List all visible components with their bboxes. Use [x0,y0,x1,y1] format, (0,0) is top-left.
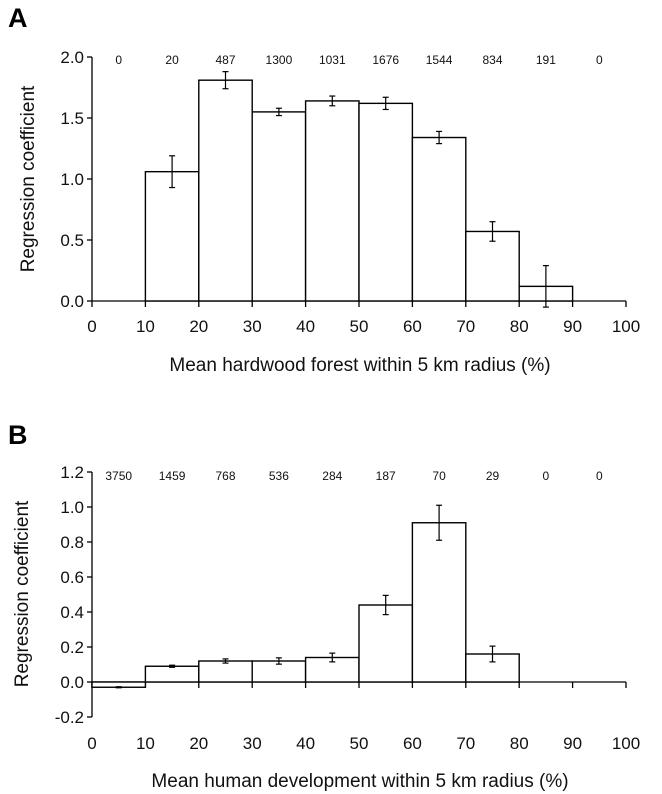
y-tick-label: 2.0 [60,48,84,67]
sample-count-label: 3750 [105,469,132,483]
x-tick-label: 80 [510,734,529,753]
y-tick-label: 1.0 [60,498,84,517]
bar [411,522,467,683]
x-tick-label: 0 [87,734,96,753]
sample-count-label: 1676 [372,53,399,67]
x-tick-label: 30 [243,317,262,336]
sample-count-label: 0 [596,469,603,483]
panel-a-x-axis-title: Mean hardwood forest within 5 km radius … [169,355,550,376]
y-tick-label: 0.5 [60,231,84,250]
panel-b-y-axis-title: Regression coefficient [12,500,33,687]
bar [465,230,520,302]
sample-count-label: 768 [215,469,235,483]
y-tick-label: 1.2 [60,463,84,482]
y-tick-label: 0.0 [60,673,84,692]
x-tick-label: 10 [136,317,155,336]
bar [465,653,520,683]
sample-count-label: 29 [486,469,500,483]
x-tick-label: 50 [350,317,369,336]
x-tick-label: 100 [612,317,640,336]
panel-a-y-axis-title: Regression coefficient [18,85,39,272]
sample-count-label: 1544 [426,53,453,67]
x-tick-label: 70 [456,734,475,753]
sample-count-label: 0 [543,469,550,483]
x-tick-label: 0 [87,317,96,336]
x-tick-label: 50 [350,734,369,753]
sample-count-label: 834 [482,53,502,67]
sample-count-label: 536 [269,469,289,483]
y-tick-label: -0.2 [55,708,84,727]
bar [411,136,467,302]
sample-count-label: 187 [376,469,396,483]
bar [358,102,414,302]
y-tick-label: 1.0 [60,170,84,189]
x-tick-label: 30 [243,734,262,753]
y-tick-label: 0.6 [60,568,84,587]
panel-a-plot-area: 0.0 0.5 1.0 1.5 2.0 0 10 20 30 40 50 60 70 80 90 100 0 20… [60,48,640,336]
bar [198,660,253,683]
x-tick-label: 90 [563,317,582,336]
sample-count-label: 487 [215,53,235,67]
panel-b: B Regression coefficient Mean human deve… [8,420,640,792]
x-tick-label: 20 [189,734,208,753]
x-tick-label: 10 [136,734,155,753]
y-tick-label: 1.5 [60,109,84,128]
panel-b-plot-area: -0.2 0.0 0.2 0.4 0.6 0.8 1.0 1.2 0 10 20 30 40 50 60 70… [55,463,640,753]
x-tick-label: 20 [189,317,208,336]
y-tick-label: 0.4 [60,603,84,622]
y-tick-label: 0.0 [60,292,84,311]
x-tick-label: 90 [563,734,582,753]
y-tick-label: 0.8 [60,533,84,552]
bar [304,100,360,302]
panel-a: A Regression coefficient Mean hardwood f… [8,3,640,376]
sample-count-label: 191 [536,53,556,67]
x-tick-label: 40 [296,734,315,753]
sample-count-label: 284 [322,469,342,483]
sample-count-label: 0 [596,53,603,67]
x-tick-label: 40 [296,317,315,336]
sample-count-label: 70 [432,469,446,483]
panel-b-letter: B [8,420,28,450]
bar [144,170,200,302]
bar [144,665,200,683]
sample-count-label: 1031 [319,53,346,67]
x-tick-label: 60 [403,317,422,336]
y-tick-label: 0.2 [60,638,84,657]
bar [251,111,307,302]
sample-count-label: 1300 [266,53,293,67]
sample-count-label: 1459 [159,469,186,483]
sample-count-label: 0 [115,53,122,67]
panel-a-letter: A [8,3,28,33]
sample-count-label: 20 [165,53,179,67]
x-tick-label: 80 [510,317,529,336]
bar [358,604,414,683]
x-tick-label: 70 [456,317,475,336]
bar [198,79,253,302]
x-tick-label: 60 [403,734,422,753]
panel-b-x-axis-title: Mean human development within 5 km radiu… [151,771,568,792]
x-tick-label: 100 [612,734,640,753]
